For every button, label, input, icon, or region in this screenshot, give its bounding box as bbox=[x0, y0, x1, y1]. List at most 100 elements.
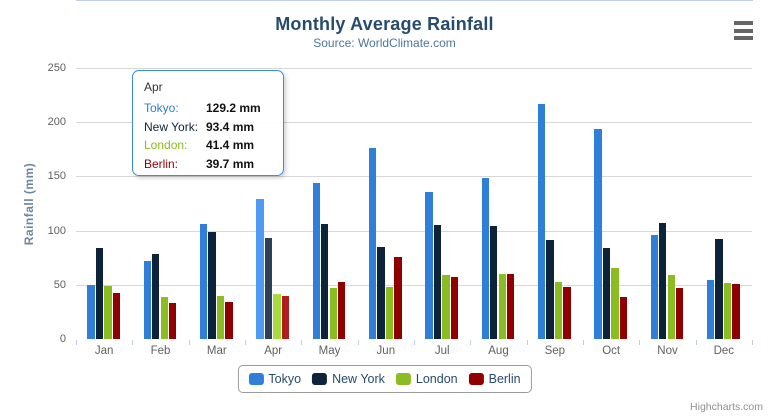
legend-label: Tokyo bbox=[268, 372, 302, 386]
tooltip-series-value: 129.2 mm bbox=[206, 101, 261, 115]
tooltip-series-value: 93.4 mm bbox=[206, 119, 255, 134]
x-axis-tick bbox=[414, 340, 415, 345]
bar-london-jul[interactable] bbox=[442, 275, 450, 339]
x-axis-label-jan: Jan bbox=[94, 345, 114, 357]
bar-london-jan[interactable] bbox=[104, 285, 112, 339]
bar-tokyo-jul[interactable] bbox=[425, 192, 433, 339]
x-axis-label-oct: Oct bbox=[602, 345, 621, 357]
bar-berlin-may[interactable] bbox=[337, 281, 346, 339]
bar-berlin-jan[interactable] bbox=[112, 293, 121, 339]
legend-item-london[interactable]: London bbox=[395, 372, 458, 386]
bar-london-mar[interactable] bbox=[216, 296, 225, 339]
bar-new-york-sep[interactable] bbox=[546, 240, 554, 339]
bar-new-york-dec[interactable] bbox=[715, 238, 723, 339]
gridline bbox=[76, 176, 752, 178]
bar-berlin-apr[interactable] bbox=[281, 295, 290, 339]
x-axis-tick bbox=[639, 340, 641, 345]
bar-london-jun[interactable] bbox=[385, 286, 394, 339]
bar-london-aug[interactable] bbox=[498, 274, 506, 339]
tooltip-row: New York: 93.4 mm bbox=[144, 118, 283, 137]
gridline bbox=[76, 68, 752, 69]
bar-london-may[interactable] bbox=[329, 288, 337, 339]
legend-symbol bbox=[395, 373, 411, 385]
y-axis-label: 200 bbox=[47, 116, 66, 129]
credits-link[interactable]: Highcharts.com bbox=[690, 401, 763, 413]
legend-label: London bbox=[415, 372, 458, 386]
bar-tokyo-oct[interactable] bbox=[594, 128, 602, 339]
y-axis-label: 50 bbox=[53, 278, 66, 291]
bar-new-york-feb[interactable] bbox=[152, 253, 160, 339]
bar-berlin-aug[interactable] bbox=[506, 273, 515, 339]
x-axis-label-feb: Feb bbox=[150, 345, 171, 357]
tooltip-row: Tokyo: 129.2 mm bbox=[144, 99, 283, 118]
hamburger-icon bbox=[734, 36, 753, 40]
bar-berlin-jul[interactable] bbox=[450, 276, 459, 339]
legend-label: New York bbox=[332, 372, 385, 386]
bar-new-york-jan[interactable] bbox=[95, 248, 104, 339]
x-axis-tick bbox=[583, 340, 584, 345]
x-axis-line bbox=[76, 0, 753, 1]
x-axis-tick bbox=[357, 340, 359, 345]
bar-tokyo-apr[interactable] bbox=[256, 198, 264, 339]
bar-berlin-feb[interactable] bbox=[168, 303, 177, 339]
bar-new-york-apr[interactable] bbox=[264, 237, 273, 339]
bar-berlin-jun[interactable] bbox=[394, 257, 402, 339]
bar-berlin-sep[interactable] bbox=[563, 287, 571, 339]
x-axis-label-apr: Apr bbox=[264, 345, 283, 357]
legend-symbol bbox=[248, 373, 264, 385]
tooltip: Apr Tokyo: 129.2 mm New York: 93.4 mm London… bbox=[132, 70, 284, 176]
tooltip-series-name: London: bbox=[144, 138, 188, 152]
x-axis-tick bbox=[188, 340, 190, 345]
bar-tokyo-nov[interactable] bbox=[650, 235, 659, 339]
legend-symbol bbox=[468, 373, 484, 385]
tooltip-header: Apr bbox=[144, 80, 163, 94]
bar-new-york-aug[interactable] bbox=[490, 225, 498, 339]
bar-new-york-jul[interactable] bbox=[433, 225, 442, 339]
legend-item-tokyo[interactable]: Tokyo bbox=[248, 372, 301, 386]
bar-berlin-oct[interactable] bbox=[619, 296, 628, 339]
x-axis-label-nov: Nov bbox=[657, 345, 678, 357]
bar-new-york-nov[interactable] bbox=[659, 223, 667, 339]
gridline bbox=[76, 122, 752, 124]
bar-tokyo-jan[interactable] bbox=[87, 284, 95, 339]
bar-new-york-mar[interactable] bbox=[208, 232, 216, 339]
bar-london-dec[interactable] bbox=[723, 283, 732, 339]
bar-london-sep[interactable] bbox=[554, 282, 563, 339]
x-axis-label-mar: Mar bbox=[206, 345, 227, 357]
bar-tokyo-dec[interactable] bbox=[706, 280, 715, 339]
tooltip-rows: Tokyo: 129.2 mm New York: 93.4 mm London: 41.… bbox=[144, 99, 283, 173]
x-axis-tick bbox=[301, 340, 303, 345]
legend: Tokyo New York London Berlin bbox=[237, 365, 532, 393]
chart-subtitle: Source: WorldClimate.com bbox=[313, 36, 456, 50]
legend-item-new-york[interactable]: New York bbox=[312, 372, 385, 386]
export-menu-button[interactable] bbox=[734, 21, 753, 40]
x-axis-label-aug: Aug bbox=[488, 345, 509, 357]
legend-item-berlin[interactable]: Berlin bbox=[468, 372, 521, 386]
bar-berlin-dec[interactable] bbox=[732, 283, 740, 339]
x-axis-label-may: May bbox=[318, 345, 341, 357]
gridline bbox=[76, 230, 752, 232]
x-axis-tick bbox=[76, 340, 77, 345]
bar-london-nov[interactable] bbox=[667, 274, 675, 339]
bar-london-feb[interactable] bbox=[160, 296, 168, 339]
y-axis-label: 100 bbox=[47, 224, 66, 237]
tooltip-series-name: Tokyo: bbox=[144, 101, 179, 115]
bar-london-oct[interactable] bbox=[611, 268, 619, 339]
bar-new-york-may[interactable] bbox=[321, 224, 329, 339]
bar-tokyo-aug[interactable] bbox=[481, 178, 490, 339]
legend-symbol bbox=[312, 373, 328, 385]
legend-label: Berlin bbox=[488, 372, 521, 386]
bar-tokyo-mar[interactable] bbox=[199, 223, 208, 339]
bar-tokyo-feb[interactable] bbox=[143, 261, 152, 339]
bar-london-apr[interactable] bbox=[273, 294, 281, 339]
y-axis-label: 250 bbox=[47, 62, 66, 74]
bar-berlin-nov[interactable] bbox=[675, 288, 684, 339]
bar-tokyo-sep[interactable] bbox=[537, 104, 546, 339]
bar-new-york-jun[interactable] bbox=[377, 247, 385, 339]
tooltip-series-name: New York: bbox=[144, 119, 199, 134]
bar-berlin-mar[interactable] bbox=[225, 301, 233, 339]
bar-tokyo-may[interactable] bbox=[312, 182, 321, 339]
bar-new-york-oct[interactable] bbox=[602, 248, 611, 339]
bar-tokyo-jun[interactable] bbox=[368, 148, 377, 339]
